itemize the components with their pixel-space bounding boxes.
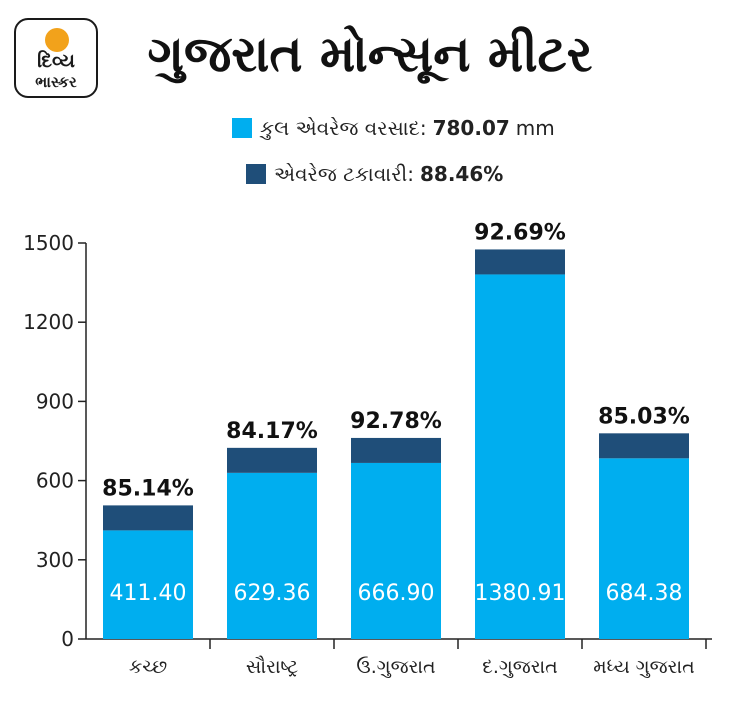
bar-value-label: 411.40 xyxy=(110,581,187,606)
chart-title: ગુજરાત મોન્સૂન મીટર xyxy=(147,25,593,83)
legend-total-value: 780.07 xyxy=(432,116,510,140)
y-tick-label: 0 xyxy=(61,627,74,651)
sun-icon xyxy=(45,28,69,52)
y-tick-label: 600 xyxy=(36,469,74,493)
bar-percent-label: 92.69% xyxy=(474,220,566,245)
x-category-label: મધ્ય ગુજરાત xyxy=(593,656,694,678)
legend-avg-value: 88.46% xyxy=(420,162,504,186)
legend-swatch-average xyxy=(246,164,266,184)
bar-average-cap xyxy=(103,505,193,531)
legend-swatch-rainfall xyxy=(232,118,252,138)
bar-rainfall xyxy=(103,530,193,639)
logo-line-2: ભાસ્કર xyxy=(35,73,77,91)
y-tick-label: 300 xyxy=(36,548,74,572)
x-category-label: દ.ગુજરાત xyxy=(482,656,558,678)
logo-line-1: દિવ્ય xyxy=(37,50,75,72)
legend-total-label: કુલ એવરેજ વરસાદ: xyxy=(260,116,427,140)
legend-avg-label: એવરેજ ટકાવારી: xyxy=(274,162,414,186)
bar-percent-label: 84.17% xyxy=(226,419,318,444)
y-tick-label: 1200 xyxy=(23,310,74,334)
legend-total-rainfall: કુલ એવરેજ વરસાદ: 780.07 mm xyxy=(232,116,555,140)
bar-average-cap xyxy=(599,433,689,459)
x-category-label: સૌરાષ્ટ્ર xyxy=(246,656,298,678)
bar-value-label: 1380.91 xyxy=(475,581,566,606)
y-tick-label: 900 xyxy=(36,389,74,413)
bar-rainfall xyxy=(227,472,317,639)
x-category-label: ઉ.ગુજરાત xyxy=(356,656,435,678)
bar-rainfall xyxy=(351,462,441,639)
bar-percent-label: 85.14% xyxy=(102,476,194,501)
bar-average-cap xyxy=(351,437,441,463)
bar-average-cap xyxy=(227,447,317,473)
y-tick-label: 1500 xyxy=(23,231,74,255)
divya-bhaskar-logo: દિવ્ય ભાસ્કર xyxy=(14,18,98,98)
bar-rainfall xyxy=(599,458,689,639)
bar-value-label: 666.90 xyxy=(358,581,435,606)
bar-value-label: 684.38 xyxy=(606,581,683,606)
bar-percent-label: 92.78% xyxy=(350,409,442,434)
legend-average-percent: એવરેજ ટકાવારી: 88.46% xyxy=(246,162,503,186)
legend-total-unit: mm xyxy=(515,116,555,140)
bar-value-label: 629.36 xyxy=(234,581,311,606)
bar-average-cap xyxy=(475,249,565,275)
bar-rainfall xyxy=(475,274,565,639)
x-category-label: કચ્છ xyxy=(129,656,167,678)
bar-percent-label: 85.03% xyxy=(598,404,690,429)
